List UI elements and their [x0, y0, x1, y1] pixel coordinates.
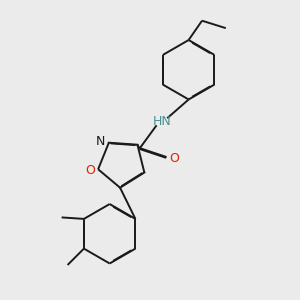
- Text: O: O: [86, 164, 96, 177]
- Text: N: N: [96, 135, 105, 148]
- Text: O: O: [169, 152, 179, 165]
- Text: HN: HN: [152, 115, 171, 128]
